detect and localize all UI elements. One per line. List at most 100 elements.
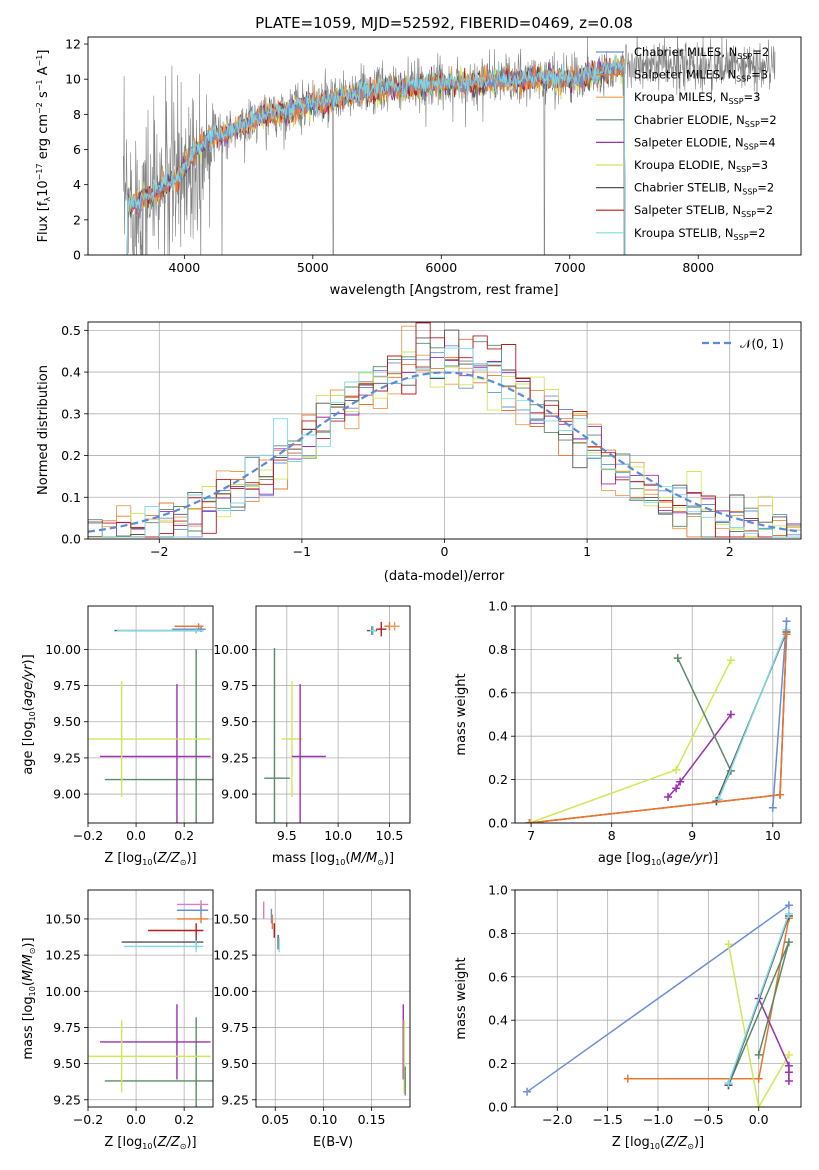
spectrum-axes: 4000 5000 6000 7000 8000 0 2 4 6 8 10 12 <box>65 36 802 275</box>
weight_vs_age-series <box>525 630 791 823</box>
spectrum-ytick-label: 12 <box>65 37 81 52</box>
spectrum-xtick-label: 6000 <box>425 260 457 275</box>
age_vs_Z-xtick-label: −0.2 <box>73 828 103 843</box>
mass_vs_Z-ytick-label: 9.75 <box>53 1020 81 1035</box>
mass_vs_EBV-xlabel: E(B-V) <box>313 1135 353 1150</box>
mass_vs_Z-xtick-label: 0.2 <box>174 1112 194 1127</box>
spectrum-ytick-label: 10 <box>65 72 81 87</box>
weight_vs_Z-series-line <box>727 944 790 1107</box>
age_vs_mass-plot-area <box>264 621 400 823</box>
weight_vs_age-series <box>664 710 735 801</box>
mass_vs_EBV-ytick-label: 9.50 <box>221 1056 249 1071</box>
weight_vs_age-ytick-label: 0.8 <box>488 642 508 657</box>
weight_vs_age-marker <box>782 617 791 626</box>
age_vs_Z-ylabel: age [log10(age/yr)] <box>21 654 37 774</box>
hist-ytick-label: 0.5 <box>61 323 81 338</box>
spectrum-ytick-label: 2 <box>73 212 81 227</box>
mass_vs_EBV-xtick-label: 0.10 <box>309 1112 337 1127</box>
mass_vs_Z-point <box>104 1017 213 1107</box>
weight_vs_age-series-line <box>529 634 788 823</box>
weight_vs_Z-xtick-label: −0.5 <box>693 1112 723 1127</box>
mass_vs_EBV-xtick-label: 0.15 <box>358 1112 386 1127</box>
weight_vs_age-marker <box>673 654 682 663</box>
spectrum-xtick-label: 7000 <box>554 260 586 275</box>
weight_vs_age-frame <box>514 605 802 824</box>
mass_vs_Z-point <box>100 1004 211 1080</box>
weight_vs_Z-ytick-label: 0.4 <box>488 1013 508 1028</box>
hist-xtick-label: 1 <box>583 544 591 559</box>
mass_vs_Z-plot-area <box>88 900 213 1107</box>
mass_vs_Z-point <box>148 923 204 938</box>
weight_vs_age-marker <box>768 803 777 812</box>
weight_vs_Z-xtick-label: 0.0 <box>749 1112 769 1127</box>
weight_vs_Z-marker <box>784 1068 793 1077</box>
hist-xtick-label: 2 <box>726 544 734 559</box>
age_vs_mass-point <box>291 684 326 823</box>
mass_vs_EBV-ytick-label: 10.00 <box>213 984 249 999</box>
age_vs_Z-frame <box>87 605 214 824</box>
legend-entry-label: Salpeter MILES, NSSP=3 <box>634 68 768 84</box>
weight_vs_Z-marker <box>784 901 793 910</box>
age_vs_Z-axes: −0.2 0.0 0.2 9.00 9.25 9.50 9.75 10.00 <box>45 605 214 843</box>
weight_vs_Z-series <box>754 994 793 1085</box>
figure-title: PLATE=1059, MJD=52592, FIBERID=0469, z=0… <box>255 14 633 32</box>
age_vs_mass-xtick-label: 10.5 <box>376 828 404 843</box>
mass_vs_Z-point <box>176 914 209 924</box>
weight_vs_Z-xlabel: Z [log10(Z/Z⊙)] <box>612 1135 704 1151</box>
mass_vs_Z-ytick-label: 9.25 <box>53 1092 81 1107</box>
age_vs_mass-axes: 9.5 10.0 10.5 9.00 9.25 9.50 9.75 10.00 <box>213 605 411 843</box>
spectrum-model-line <box>126 54 626 255</box>
weight_vs_Z-ytick-label: 0.6 <box>488 969 508 984</box>
mass_vs_EBV-axes: 0.05 0.10 0.15 9.25 9.50 9.75 10.00 10.25 10.50 <box>213 889 411 1127</box>
weight_vs_Z-marker <box>784 1050 793 1059</box>
weight_vs_age-xtick-label: 9 <box>688 828 696 843</box>
spectrum-xlabel: wavelength [Angstrom, rest frame] <box>330 283 559 298</box>
weight_vs_age-xtick-label: 10 <box>765 828 781 843</box>
weight_vs_age-marker <box>525 819 534 823</box>
mass_vs_EBV-xtick-label: 0.05 <box>261 1112 289 1127</box>
hist-ytick-label: 0.4 <box>61 365 81 380</box>
weight_vs_Z-marker <box>523 1087 532 1096</box>
age_vs_Z-point <box>100 684 211 823</box>
weight_vs_Z-xtick-label: −2.0 <box>542 1112 572 1127</box>
spectrum-ytick-label: 0 <box>73 248 81 263</box>
weight_vs_age-series <box>768 617 791 812</box>
weight_vs_Z-plot-area <box>523 901 793 1107</box>
weight_vs_Z-ylabel: mass weight <box>454 957 469 1039</box>
age_vs_Z-xtick-label: 0.0 <box>126 828 146 843</box>
spectrum-ytick-label: 4 <box>73 177 81 192</box>
mass_vs_EBV-ytick-label: 10.50 <box>213 911 249 926</box>
age_vs_mass-point <box>264 647 290 823</box>
mass_vs_Z-ytick-label: 10.50 <box>45 911 81 926</box>
weight_vs_age-marker <box>672 784 681 793</box>
hist-ytick-label: 0.3 <box>61 406 81 421</box>
weight_vs_age-xtick-label: 8 <box>608 828 616 843</box>
age_vs_mass-ytick-label: 9.00 <box>221 787 249 802</box>
hist-axes: −2 −1 0 1 2 0.0 0.1 0.2 0.3 0.4 0.5 <box>61 321 802 559</box>
mass_vs_EBV-ytick-label: 9.75 <box>221 1020 249 1035</box>
weight_vs_Z-xtick-label: −1.5 <box>592 1112 622 1127</box>
mass_vs_Z-ytick-label: 10.25 <box>45 948 81 963</box>
weight_vs_age-series-line <box>529 659 732 823</box>
legend-entry-label: Chabrier ELODIE, NSSP=2 <box>634 113 777 129</box>
legend-entry-label: Chabrier STELIB, NSSP=2 <box>634 181 774 197</box>
weight_vs_age-xlabel: age [log10(age/yr)] <box>598 851 718 867</box>
weight_vs_Z-marker <box>754 1074 763 1083</box>
weight_vs_age-ytick-label: 0.0 <box>488 816 508 831</box>
spectrum-legend: Chabrier MILES, NSSP=2 Salpeter MILES, NS… <box>596 45 777 242</box>
weight_vs_Z-xtick-label: −1.0 <box>643 1112 673 1127</box>
weight_vs_Z-series-line <box>526 904 790 1093</box>
weight_vs_Z-marker <box>784 909 793 918</box>
weight_vs_age-marker <box>776 790 785 799</box>
age_vs_mass-ytick-label: 10.00 <box>213 642 249 657</box>
mass_vs_Z-xlabel: Z [log10(Z/Z⊙)] <box>104 1135 196 1151</box>
mass_vs_EBV-plot-area <box>263 901 406 1096</box>
weight_vs_Z-axes: −2.0 −1.5 −1.0 −0.5 0.0 0.0 0.2 0.4 0.6 0.8 1.0 <box>488 883 802 1127</box>
weight_vs_age-ytick-label: 0.6 <box>488 685 508 700</box>
weight_vs_Z-marker <box>784 938 793 947</box>
mass_vs_Z-frame <box>87 889 214 1108</box>
spectrum-frame <box>87 36 802 256</box>
legend-entry-label: Kroupa ELODIE, NSSP=3 <box>634 158 768 174</box>
mass_vs_Z-xtick-label: 0.0 <box>126 1112 146 1127</box>
weight_vs_Z-series-line <box>727 913 790 1084</box>
